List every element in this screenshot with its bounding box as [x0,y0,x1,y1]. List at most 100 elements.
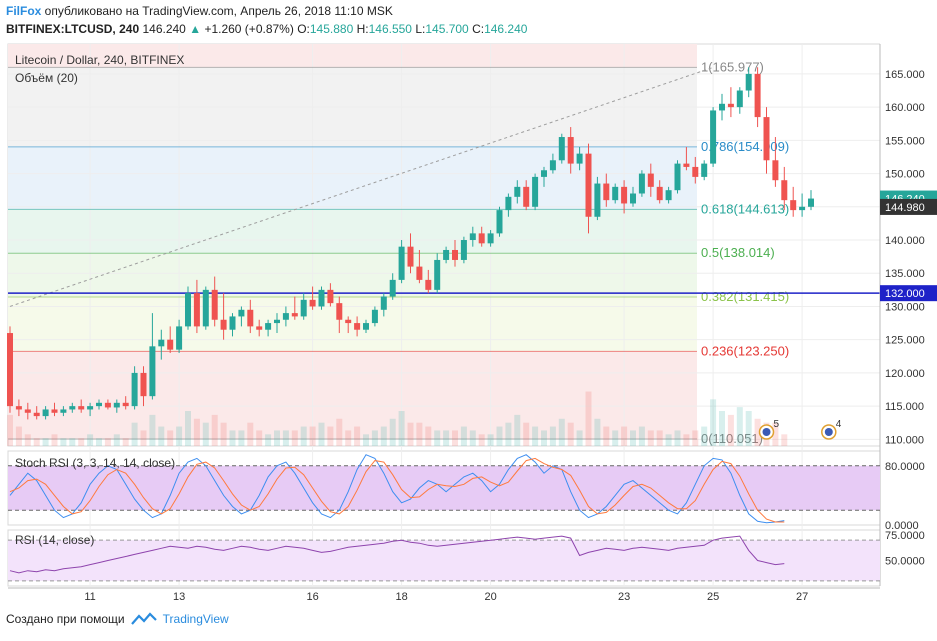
x-tick-label: 27 [796,591,808,603]
volume-bar [158,426,165,446]
volume-bar [300,426,307,446]
candle-body [692,166,699,177]
volume-bar [140,430,147,446]
volume-bar [425,426,432,446]
x-tick-label: 11 [84,591,95,603]
candle-body [799,206,806,211]
price-tag-label: 132.000 [885,288,925,300]
y-tick-label: 155.000 [885,135,925,147]
volume-bar [309,426,316,446]
volume-bar [131,422,138,446]
candle-body [460,240,467,260]
candle-body [327,289,334,304]
volume-bar [478,434,485,446]
candle-body [701,163,708,177]
candle-body [469,233,476,241]
candle-body [193,293,200,327]
symbol-name: BITFINEX:LTCUSD, 240 [6,22,140,36]
fib-level-label: 0.382(131.415) [701,289,789,304]
volume-bar [96,438,102,446]
low-label: L: [415,22,426,36]
volume-bar [363,434,369,446]
volume-bar [407,422,414,446]
volume-bar [674,430,681,446]
candle-body [398,246,405,280]
y-tick-label: 150.000 [885,169,925,181]
candle-body [15,406,22,410]
tradingview-link[interactable]: TradingView [162,612,229,626]
candle-body [363,323,369,330]
candle-body [274,319,280,324]
volume-bar [460,426,467,446]
fib-zone [8,209,697,254]
candle-body [710,110,717,164]
candle-body [7,333,13,407]
volume-bar [149,414,156,446]
candle-body [389,279,396,297]
tradingview-logo-icon [130,612,157,625]
candle-body [808,198,814,207]
fib-level-label: 0.236(123.250) [701,343,789,358]
volume-bar [719,411,725,446]
candle-body [505,196,512,211]
candle-body [754,73,761,118]
y-tick-label: 130.000 [885,301,925,313]
volume-bar [256,430,263,446]
volume-bar [621,426,628,446]
volume-bar [567,422,574,446]
volume-bar [78,438,85,446]
volume-bar [603,426,610,446]
volume-bar [469,430,476,446]
fib-level-label: 0.5(138.014) [701,245,775,260]
stoch-tick-label: 80.0000 [885,461,925,473]
candle-body [407,246,414,267]
volume-bar [781,434,788,446]
candle-body [167,339,174,350]
trend-line [9,66,714,307]
volume-bar [167,430,174,446]
volume-bar [87,434,94,446]
candle-body [425,279,432,290]
candle-body [318,289,325,307]
volume-bar [327,426,334,446]
rsi-tick-label: 50.0000 [885,556,925,568]
candle-body [549,160,556,171]
fib-level-label: 0.618(144.613) [701,201,789,216]
candle-body [621,186,628,204]
rsi-band [8,540,880,581]
candle-body [291,313,298,317]
volume-bar [692,430,699,446]
stoch-band [8,465,880,511]
candle-body [647,173,654,187]
volume-bar [336,418,343,446]
stoch-label: Stoch RSI (3, 3, 14, 14, close) [15,456,175,470]
candle-body [158,339,165,347]
close-label: C: [472,22,485,36]
candle-body [256,326,263,330]
volume-bar [51,434,58,446]
volume-bar [398,411,405,446]
chart-area[interactable]: 1(165.977)0.786(154.009)0.618(144.613)0.… [0,40,937,605]
price-tag-label: 144.980 [885,202,925,214]
candle-body [523,186,530,207]
candle-body [104,402,111,408]
candle-body [656,186,663,201]
candle-body [719,103,725,111]
candle-body [452,249,458,260]
candle-body [478,233,485,244]
open-value: 145.880 [309,22,354,36]
candle-body [354,323,361,330]
footer: Создано при помощи TradingView [6,612,229,626]
flag-icon [824,428,833,436]
volume-label: Объём (20) [15,71,78,85]
candle-body [434,259,441,290]
volume-bar [104,438,111,446]
volume-bar [380,426,387,446]
volume-bar [665,434,672,446]
candle-body [558,137,565,161]
volume-bar [42,438,49,446]
price-change: +1.260 (+0.87%) [204,22,294,36]
volume-bar [585,391,592,446]
volume-bar [15,426,22,446]
author-name[interactable]: FilFox [6,4,42,18]
